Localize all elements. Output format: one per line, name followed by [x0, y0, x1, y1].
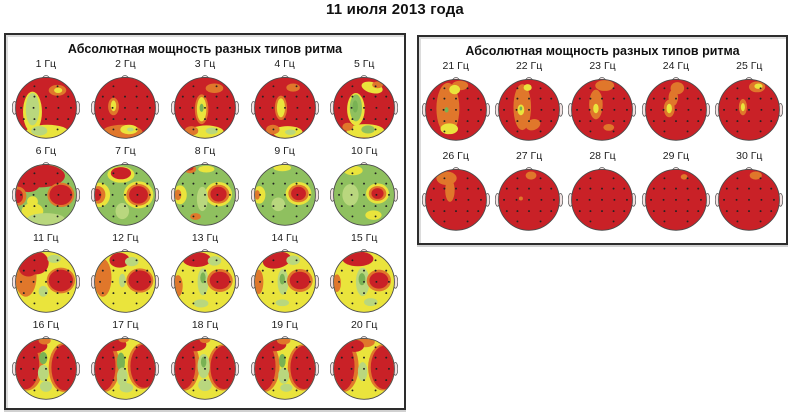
left-heads-grid: 1 Гц 2 Гц 3 Гц 4 Гц 5 Гц: [6, 58, 404, 404]
frequency-label: 25 Гц: [736, 60, 763, 72]
frequency-label: 21 Гц: [442, 60, 469, 72]
frequency-label: 29 Гц: [662, 150, 690, 162]
topomap-cell: 16 Гц: [6, 319, 86, 404]
topomap-head: [641, 77, 710, 141]
right-panel: Абсолютная мощность разных типов ритма 2…: [417, 35, 788, 245]
topomap-cell: 30 Гц: [713, 150, 786, 235]
topomap-head: [250, 249, 319, 313]
topomap-head: [421, 167, 490, 231]
page-title: 11 июля 2013 года: [326, 1, 464, 18]
topomap-head: [170, 336, 239, 400]
topomap-head: [330, 249, 399, 313]
frequency-label: 12 Гц: [112, 232, 139, 244]
frequency-label: 18 Гц: [191, 319, 219, 331]
topomap-cell: 17 Гц: [86, 319, 166, 404]
topomap-cell: 29 Гц: [639, 150, 712, 235]
topomap-head: [11, 336, 80, 400]
topomap-cell: 24 Гц: [639, 60, 712, 145]
frequency-label: 1 Гц: [35, 58, 57, 70]
topomap-cell: 9 Гц: [245, 145, 325, 230]
topomap-head: [495, 77, 564, 141]
topomap-cell: 3 Гц: [165, 58, 245, 143]
frequency-label: 27 Гц: [515, 150, 543, 162]
topomap-cell: 23 Гц: [566, 60, 639, 145]
topomap-head: [568, 77, 637, 141]
topomap-head: [495, 167, 564, 231]
frequency-label: 14 Гц: [271, 232, 298, 244]
topomap-cell: 11 Гц: [6, 232, 86, 317]
topomap-head: [91, 249, 160, 313]
topomap-head: [250, 75, 319, 139]
frequency-label: 10 Гц: [351, 145, 378, 157]
topomap-cell: 27 Гц: [492, 150, 565, 235]
frequency-label: 5 Гц: [353, 58, 375, 70]
topomap-head: [641, 167, 710, 231]
topomap-cell: 5 Гц: [324, 58, 404, 143]
frequency-label: 20 Гц: [351, 319, 378, 331]
topomap-cell: 21 Гц: [419, 60, 492, 145]
frequency-label: 28 Гц: [589, 150, 616, 162]
right-panel-title: Абсолютная мощность разных типов ритма: [465, 44, 740, 58]
topomap-head: [91, 162, 160, 226]
topomap-cell: 13 Гц: [165, 232, 245, 317]
topomap-cell: 1 Гц: [6, 58, 86, 143]
topomap-head: [421, 77, 490, 141]
topomap-cell: 8 Гц: [165, 145, 245, 230]
topomap-cell: 14 Гц: [245, 232, 325, 317]
frequency-label: 16 Гц: [32, 319, 59, 331]
topomap-head: [568, 167, 637, 231]
topomap-cell: 22 Гц: [492, 60, 565, 145]
topomap-cell: 25 Гц: [713, 60, 786, 145]
topomap-cell: 12 Гц: [86, 232, 166, 317]
topomap-head: [250, 336, 319, 400]
frequency-label: 13 Гц: [191, 232, 219, 244]
frequency-label: 6 Гц: [35, 145, 57, 157]
frequency-label: 26 Гц: [442, 150, 469, 162]
topomap-head: [250, 162, 319, 226]
topomap-cell: 15 Гц: [324, 232, 404, 317]
topomap-cell: 18 Гц: [165, 319, 245, 404]
frequency-label: 24 Гц: [662, 60, 690, 72]
topomap-head: [330, 336, 399, 400]
topomap-head: [170, 249, 239, 313]
frequency-label: 9 Гц: [274, 145, 295, 157]
left-panel-title: Абсолютная мощность разных типов ритма: [67, 42, 343, 56]
topomap-cell: 6 Гц: [6, 145, 86, 230]
frequency-label: 19 Гц: [271, 319, 298, 331]
topomap-cell: 19 Гц: [245, 319, 325, 404]
frequency-label: 3 Гц: [194, 58, 216, 70]
frequency-label: 4 Гц: [274, 58, 295, 70]
frequency-label: 2 Гц: [115, 58, 136, 70]
topomap-cell: 10 Гц: [324, 145, 404, 230]
frequency-label: 15 Гц: [351, 232, 378, 244]
topomap-head: [330, 75, 399, 139]
frequency-label: 11 Гц: [33, 232, 59, 244]
topomap-cell: 26 Гц: [419, 150, 492, 235]
frequency-label: 30 Гц: [736, 150, 763, 162]
topomap-cell: 28 Гц: [566, 150, 639, 235]
topomap-head: [11, 162, 80, 226]
topomap-head: [715, 167, 784, 231]
frequency-label: 17 Гц: [112, 319, 139, 331]
topomap-head: [330, 162, 399, 226]
topomap-head: [170, 162, 239, 226]
topomap-head: [91, 336, 160, 400]
topomap-cell: 20 Гц: [324, 319, 404, 404]
topomap-cell: 2 Гц: [86, 58, 166, 143]
topomap-head: [11, 249, 80, 313]
topomap-head: [11, 75, 80, 139]
frequency-label: 22 Гц: [515, 60, 543, 72]
left-panel: Абсолютная мощность разных типов ритма 1…: [4, 33, 406, 410]
topomap-head: [715, 77, 784, 141]
right-heads-grid: 21 Гц 22 Гц 23 Гц 24 Гц 25 Гц: [419, 60, 786, 235]
frequency-label: 8 Гц: [194, 145, 216, 157]
topomap-head: [170, 75, 239, 139]
frequency-label: 7 Гц: [115, 145, 136, 157]
frequency-label: 23 Гц: [589, 60, 616, 72]
topomap-cell: 7 Гц: [86, 145, 166, 230]
topomap-cell: 4 Гц: [245, 58, 325, 143]
topomap-head: [91, 75, 160, 139]
